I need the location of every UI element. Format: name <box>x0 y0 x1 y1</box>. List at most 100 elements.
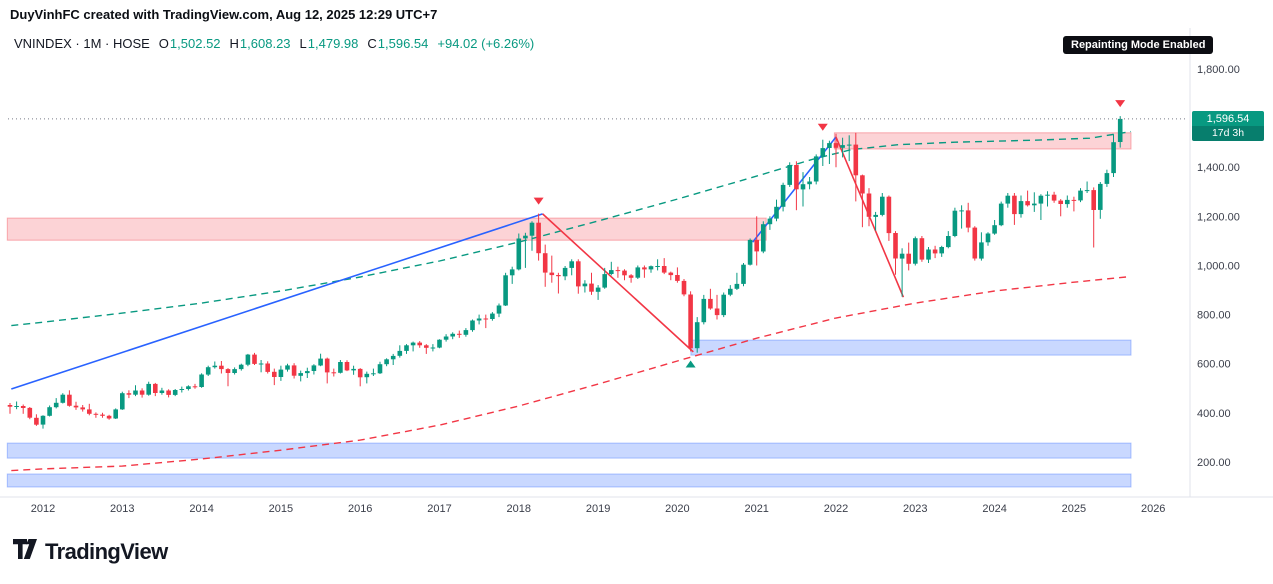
candle-body <box>886 196 892 234</box>
candle-body <box>794 165 799 190</box>
candle-body <box>893 233 898 259</box>
candle-body <box>1012 195 1017 215</box>
candle-body <box>965 210 971 228</box>
time-tick-label: 2014 <box>189 503 213 515</box>
candle-body <box>27 407 33 418</box>
candle-body <box>238 364 244 370</box>
candle-body <box>285 365 290 370</box>
time-tick-label: 2019 <box>586 503 610 515</box>
candle-body <box>1117 118 1123 142</box>
candle-body <box>476 318 482 321</box>
candle-body <box>820 148 826 157</box>
chart-legend: VNINDEX · 1M · HOSE O1,502.52 H1,608.23 … <box>14 36 534 51</box>
open-value: 1,502.52 <box>169 36 221 51</box>
price-tick-label: 1,200.00 <box>1197 211 1240 223</box>
trendline[interactable] <box>11 213 543 390</box>
candle-body <box>166 390 171 395</box>
time-tick-label: 2015 <box>269 503 293 515</box>
ohlc-open: O1,502.52 <box>159 36 221 51</box>
candle-body <box>767 218 773 225</box>
candle-body <box>20 406 26 408</box>
price-tick-label: 400.00 <box>1197 408 1231 420</box>
candle-body <box>245 354 251 365</box>
time-scale[interactable]: 2012 2013 2014 2015 2016 2017 2018 2019 2020 2021… <box>31 503 1166 515</box>
candle-body <box>463 330 469 335</box>
candle-body <box>47 407 52 416</box>
candle-body <box>655 266 660 267</box>
symbol-title[interactable]: VNINDEX · 1M · HOSE <box>14 36 150 51</box>
candle-body <box>199 374 204 387</box>
ohlc-low: L1,479.98 <box>300 36 359 51</box>
candle-body <box>985 233 991 243</box>
candle-body <box>556 275 561 277</box>
candle-body <box>186 386 191 389</box>
trendline[interactable] <box>542 213 694 353</box>
candle-body <box>318 358 323 366</box>
candle-body <box>708 298 713 309</box>
candle-body <box>807 181 812 185</box>
demand-zone[interactable] <box>6 442 1132 459</box>
open-letter: O <box>158 36 169 51</box>
tradingview-logo-text: TradingView <box>45 538 168 564</box>
ohlc-close: C1,596.54 <box>367 36 428 51</box>
ohlc-high: H1,608.23 <box>230 36 291 51</box>
candle-body <box>615 270 621 272</box>
candle-body <box>701 298 707 323</box>
upper-dashed-curve[interactable] <box>11 130 1132 327</box>
candle-body <box>582 283 588 287</box>
time-tick-label: 2024 <box>982 503 1006 515</box>
candle-body <box>212 365 218 368</box>
candle-body <box>1084 190 1090 192</box>
sell-signal-marker[interactable] <box>533 197 544 205</box>
candle-body <box>728 288 733 295</box>
sell-signal-marker[interactable] <box>817 123 828 131</box>
candle-body <box>549 272 555 276</box>
supply-zone[interactable] <box>833 132 1132 150</box>
candle-body <box>324 358 330 373</box>
candle-body <box>113 409 118 419</box>
candle-body <box>516 238 522 270</box>
candle-body <box>853 144 859 176</box>
candle-body <box>450 333 455 337</box>
candle-body <box>1065 199 1070 205</box>
trendline[interactable] <box>835 136 905 298</box>
candle-body <box>622 270 627 276</box>
candle-body <box>1111 142 1116 174</box>
time-tick-label: 2023 <box>903 503 927 515</box>
candle-body <box>364 373 370 378</box>
candle-body <box>509 269 515 276</box>
high-letter: H <box>229 36 239 51</box>
candle-body <box>179 389 185 390</box>
demand-zone[interactable] <box>6 473 1132 488</box>
candle-body <box>1025 201 1030 206</box>
lower-dashed-curve[interactable] <box>11 275 1132 472</box>
candle-body <box>1045 194 1050 196</box>
tradingview-logo[interactable]: TradingView <box>12 538 168 565</box>
candle-body <box>675 275 680 281</box>
tradingview-logo-icon <box>12 538 38 565</box>
sell-signal-marker[interactable] <box>1115 100 1126 108</box>
buy-signal-marker[interactable] <box>685 360 696 368</box>
candle-body <box>437 339 442 348</box>
candle-body <box>780 184 786 207</box>
candle-body <box>992 225 997 234</box>
candle-body <box>827 143 832 148</box>
price-tick-label: 1,400.00 <box>1197 162 1240 174</box>
price-scale[interactable]: 1,800.00 1,400.00 1,200.00 1,000.00 800.00 60… <box>1197 64 1240 469</box>
supply-zone[interactable] <box>6 217 767 241</box>
candle-body <box>1098 183 1103 210</box>
candle-body <box>7 405 13 407</box>
repainting-mode-badge: Repainting Mode Enabled <box>1063 36 1214 54</box>
candle-body <box>787 165 792 185</box>
candle-body <box>542 253 548 273</box>
time-tick-label: 2018 <box>507 503 531 515</box>
candle-body <box>384 359 389 365</box>
candle-body <box>265 363 270 372</box>
candle-body <box>628 275 634 278</box>
candle-body <box>357 368 363 378</box>
candle-body <box>536 222 541 254</box>
candle-body <box>172 390 178 395</box>
candle-body <box>377 364 383 374</box>
demand-zone[interactable] <box>690 339 1132 356</box>
